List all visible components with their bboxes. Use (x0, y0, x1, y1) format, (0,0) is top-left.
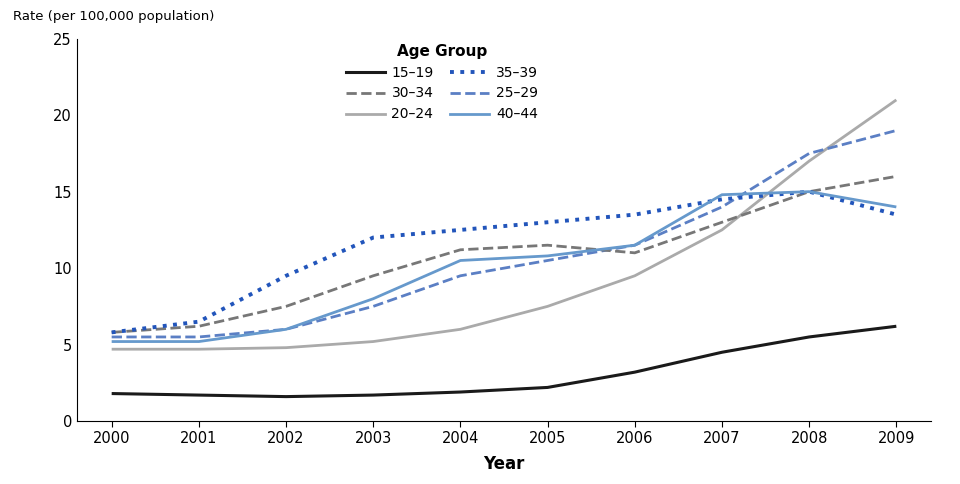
25–29 (891, 128, 902, 134)
20–24 (106, 346, 117, 352)
15–19 (280, 393, 292, 399)
15–19 (368, 392, 379, 398)
35–39 (193, 319, 204, 325)
Line: 35–39: 35–39 (111, 192, 897, 333)
35–39 (280, 273, 292, 279)
Line: 25–29: 25–29 (111, 131, 897, 337)
30–34 (106, 330, 117, 335)
15–19 (455, 389, 467, 395)
25–29 (629, 242, 640, 248)
40–44 (368, 296, 379, 302)
15–19 (804, 334, 815, 340)
40–44 (541, 253, 553, 259)
20–24 (804, 158, 815, 164)
20–24 (368, 339, 379, 345)
35–39 (541, 219, 553, 225)
35–39 (106, 330, 117, 335)
40–44 (193, 339, 204, 345)
40–44 (891, 204, 902, 210)
40–44 (455, 257, 467, 263)
30–34 (891, 173, 902, 179)
20–24 (716, 227, 728, 233)
Line: 30–34: 30–34 (111, 176, 897, 333)
40–44 (106, 339, 117, 345)
25–29 (280, 326, 292, 332)
Line: 20–24: 20–24 (111, 100, 897, 349)
30–34 (716, 219, 728, 225)
40–44 (804, 189, 815, 195)
X-axis label: Year: Year (483, 455, 525, 473)
35–39 (891, 212, 902, 217)
30–34 (541, 242, 553, 248)
Legend: 15–19, 30–34, 20–24, 35–39, 25–29, 40–44: 15–19, 30–34, 20–24, 35–39, 25–29, 40–44 (340, 38, 543, 127)
15–19 (106, 391, 117, 396)
15–19 (541, 384, 553, 390)
35–39 (804, 189, 815, 195)
15–19 (629, 369, 640, 375)
Line: 15–19: 15–19 (111, 326, 897, 396)
Line: 40–44: 40–44 (111, 192, 897, 342)
40–44 (280, 326, 292, 332)
25–29 (541, 257, 553, 263)
35–39 (716, 197, 728, 202)
25–29 (716, 204, 728, 210)
40–44 (716, 192, 728, 197)
25–29 (106, 334, 117, 340)
30–34 (368, 273, 379, 279)
20–24 (891, 97, 902, 103)
25–29 (804, 151, 815, 156)
20–24 (455, 326, 467, 332)
30–34 (455, 247, 467, 253)
30–34 (193, 323, 204, 329)
25–29 (455, 273, 467, 279)
35–39 (455, 227, 467, 233)
30–34 (804, 189, 815, 195)
25–29 (193, 334, 204, 340)
25–29 (368, 303, 379, 309)
30–34 (629, 250, 640, 256)
20–24 (541, 303, 553, 309)
15–19 (891, 323, 902, 329)
20–24 (629, 273, 640, 279)
15–19 (716, 349, 728, 355)
20–24 (280, 345, 292, 350)
35–39 (629, 212, 640, 217)
30–34 (280, 303, 292, 309)
35–39 (368, 235, 379, 241)
15–19 (193, 392, 204, 398)
20–24 (193, 346, 204, 352)
Text: Rate (per 100,000 population): Rate (per 100,000 population) (12, 11, 214, 23)
40–44 (629, 242, 640, 248)
